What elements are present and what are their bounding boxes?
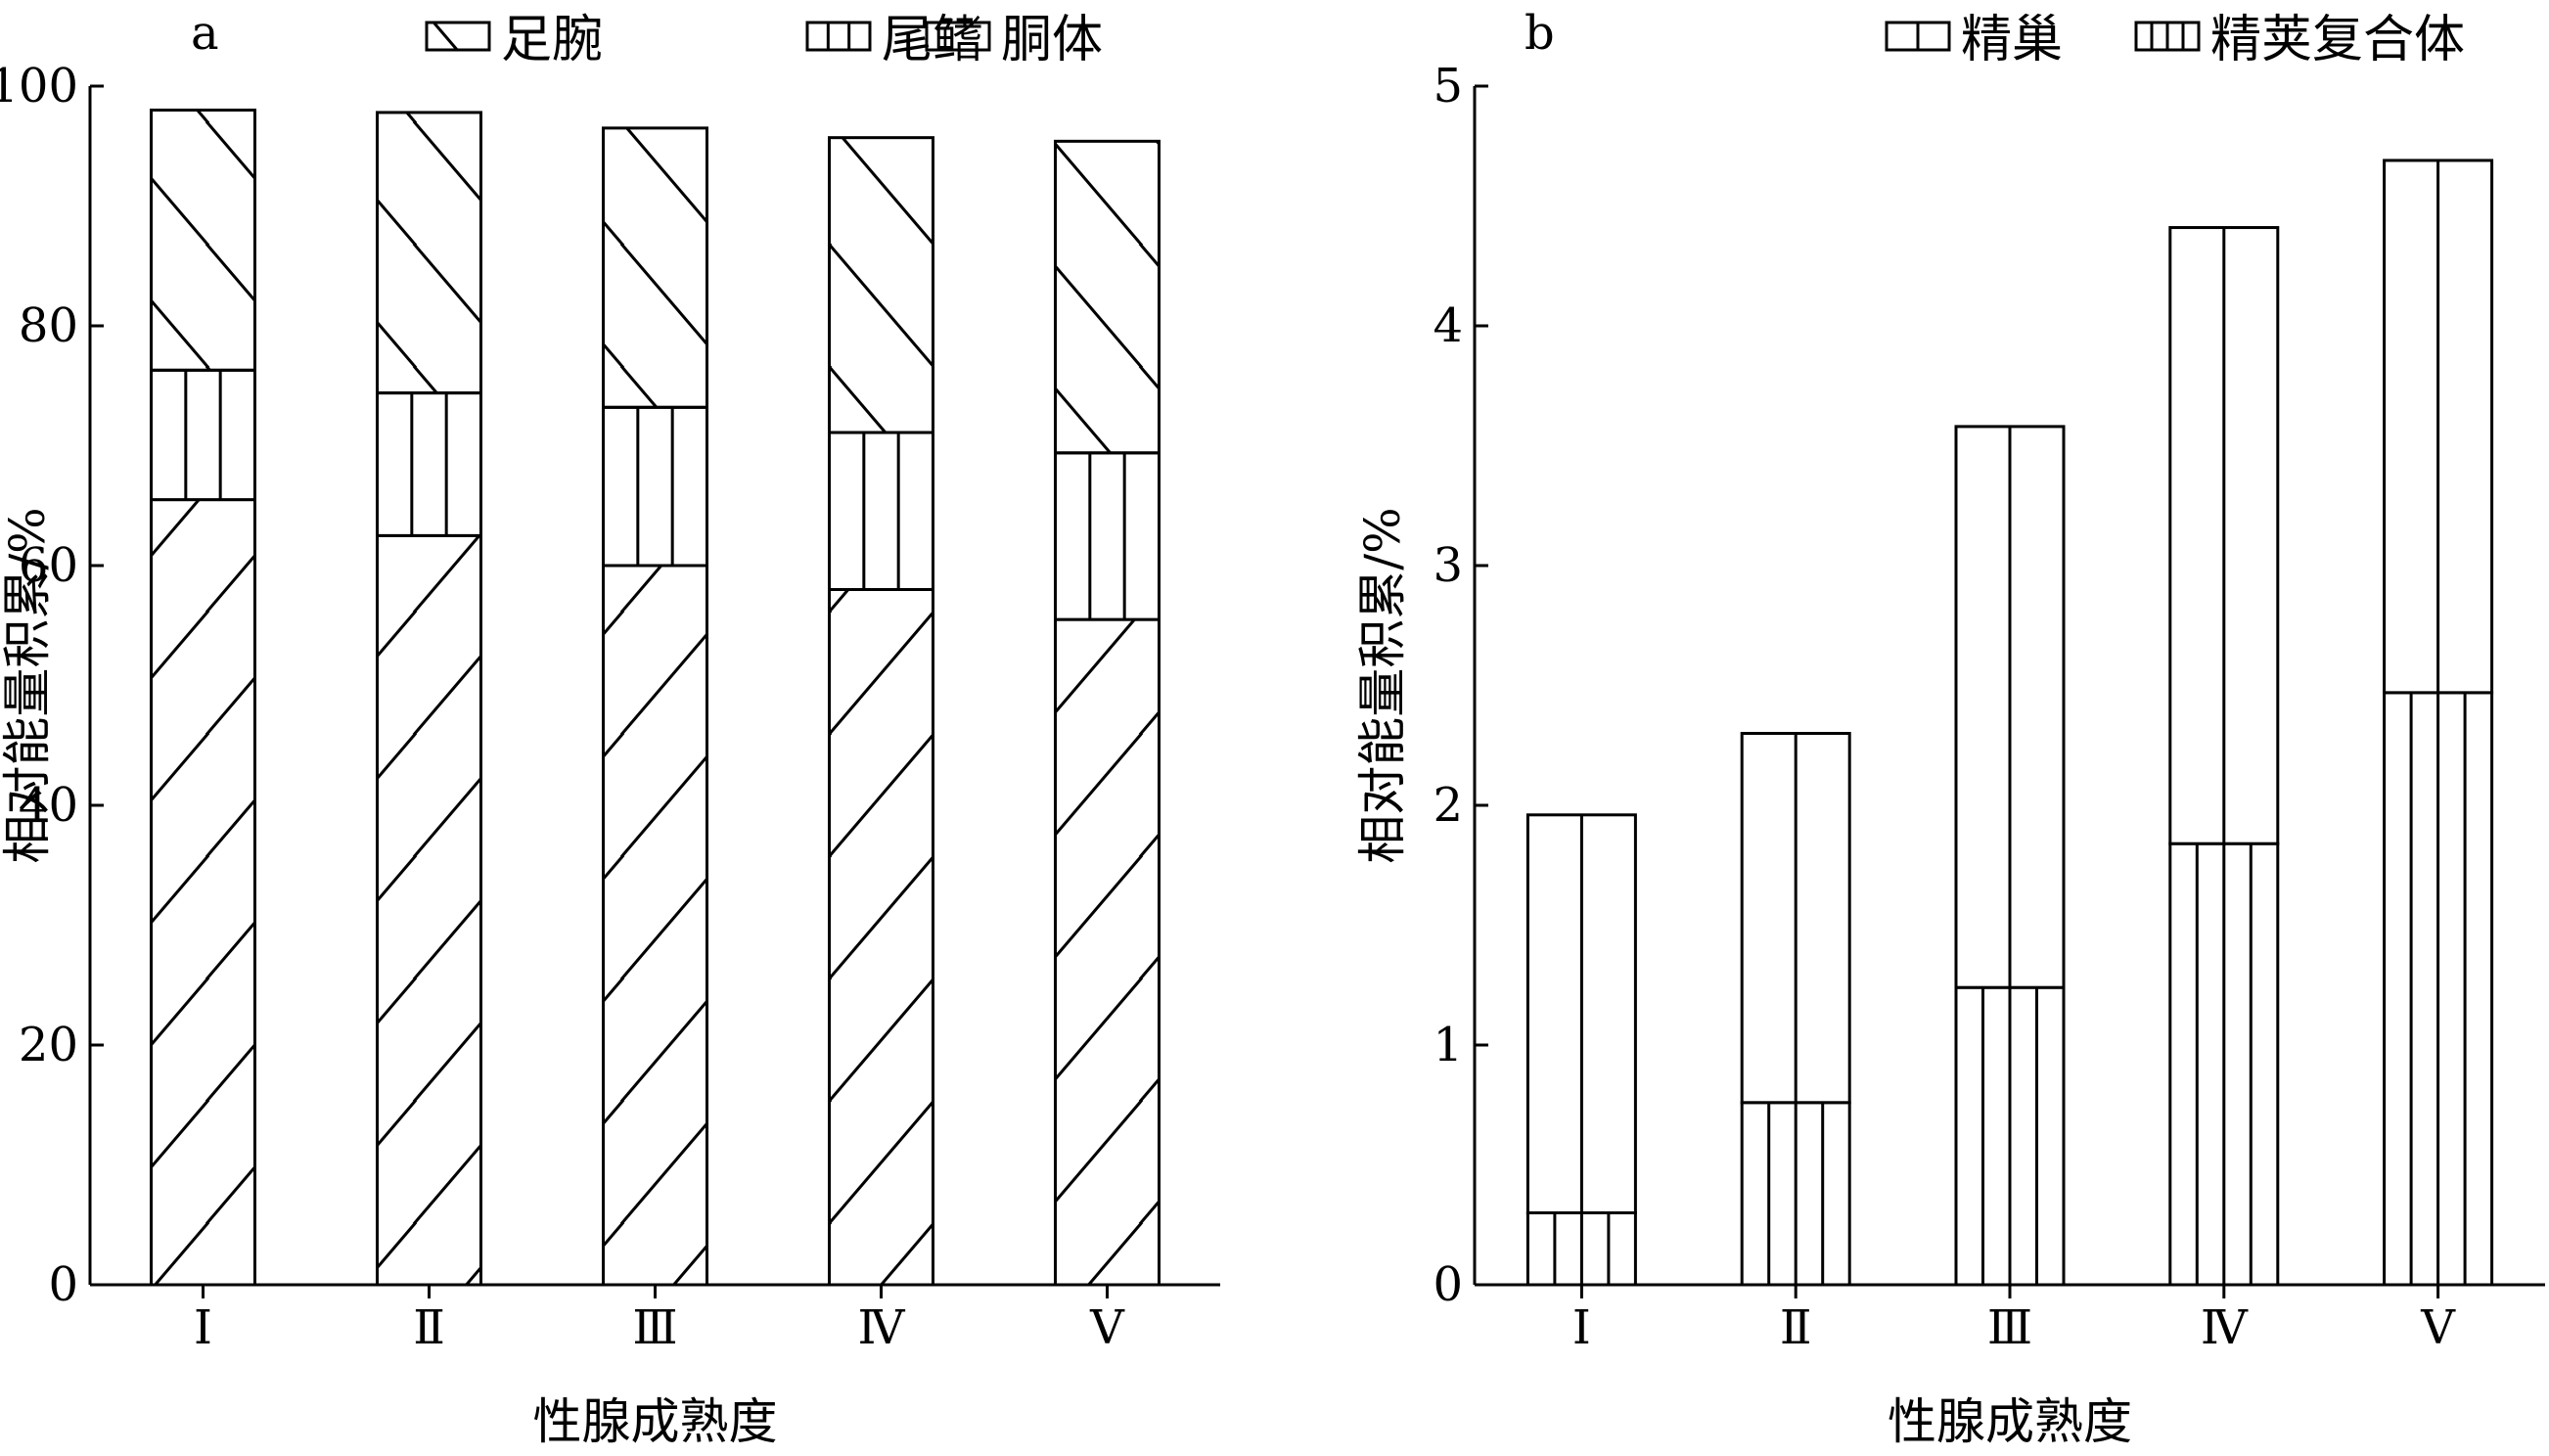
y-tick-label: 40	[19, 778, 78, 833]
bar-segment	[2168, 842, 2280, 1287]
y-tick-label: 0	[1433, 1257, 1463, 1312]
legend-label: 足腕	[501, 11, 603, 69]
bar-segment	[1054, 617, 1161, 1287]
bar-segment	[150, 109, 256, 372]
bar-segment	[1740, 732, 1851, 1105]
bar-segment	[1054, 139, 1161, 455]
bar-segment	[150, 368, 256, 502]
x-tick-label: Ⅴ	[2420, 1300, 2456, 1355]
bar-segment	[376, 391, 482, 537]
bar-segment	[150, 498, 256, 1287]
bar-segment	[1054, 451, 1161, 621]
x-axis-title: 性腺成熟度	[533, 1393, 778, 1450]
x-tick-label: Ⅱ	[1780, 1300, 1812, 1355]
bar-segment	[828, 588, 934, 1287]
bar-segment	[1954, 985, 2066, 1287]
panel-letter: a	[191, 6, 219, 61]
y-tick-label: 2	[1433, 778, 1463, 833]
legend-item: 精巢	[1885, 11, 2063, 69]
x-tick-label: Ⅴ	[1089, 1300, 1125, 1355]
bar-segment	[828, 136, 934, 434]
x-tick-label: Ⅳ	[858, 1300, 906, 1355]
legend-label: 胴体	[1001, 11, 1103, 69]
legend-item: 精荚复合体	[2134, 11, 2465, 69]
legend-swatch	[425, 21, 491, 52]
bar-segment	[2383, 159, 2494, 695]
x-tick-label: Ⅳ	[2201, 1300, 2249, 1355]
y-tick-label: 3	[1433, 538, 1463, 593]
bar-segment	[2168, 226, 2280, 845]
bar-segment	[602, 564, 708, 1287]
y-axis-title: 相对能量积累/%	[0, 507, 56, 863]
panel-letter: b	[1525, 6, 1555, 61]
x-tick-label: Ⅱ	[413, 1300, 445, 1355]
y-axis-title: 相对能量积累/%	[1354, 507, 1411, 863]
legend-swatch	[1885, 21, 1951, 52]
bar-segment	[828, 431, 934, 591]
y-tick-label: 80	[19, 298, 78, 353]
x-tick-label: Ⅰ	[194, 1300, 212, 1355]
bar-segment	[602, 405, 708, 568]
bar-segment	[376, 111, 482, 395]
bar-segment	[1525, 813, 1637, 1214]
legend-label: 精巢	[1961, 11, 2063, 69]
y-tick-label: 0	[48, 1257, 78, 1312]
legend-item: 胴体	[925, 11, 1103, 69]
x-axis-title: 性腺成熟度	[1888, 1393, 2132, 1450]
y-tick-label: 100	[0, 59, 78, 114]
x-tick-label: Ⅰ	[1572, 1300, 1591, 1355]
legend-swatch	[925, 21, 991, 52]
legend-label: 精荚复合体	[2210, 11, 2465, 69]
bar-segment	[602, 126, 708, 409]
bar-segment	[1740, 1101, 1851, 1287]
legend-swatch	[2134, 21, 2201, 52]
bar-segment	[2383, 691, 2494, 1287]
x-tick-label: Ⅲ	[1987, 1300, 2032, 1355]
y-tick-label: 4	[1433, 298, 1463, 353]
bar-segment	[1954, 425, 2066, 989]
y-tick-label: 20	[19, 1018, 78, 1072]
y-tick-label: 1	[1433, 1018, 1463, 1072]
x-tick-label: Ⅲ	[632, 1300, 677, 1355]
panel-b: b Ⅰ Ⅱ Ⅲ Ⅳ Ⅴ 0 1 2 3 4 5 性腺成熟度 相对能量积累/% 精巢 精荚复合体	[1354, 6, 2545, 1450]
legend-swatch	[805, 21, 872, 52]
bar-segment	[1525, 1211, 1637, 1287]
legend-item: 足腕	[425, 11, 603, 69]
y-tick-label: 5	[1433, 59, 1463, 114]
y-tick-label: 60	[19, 538, 78, 593]
bar-segment	[376, 533, 482, 1287]
